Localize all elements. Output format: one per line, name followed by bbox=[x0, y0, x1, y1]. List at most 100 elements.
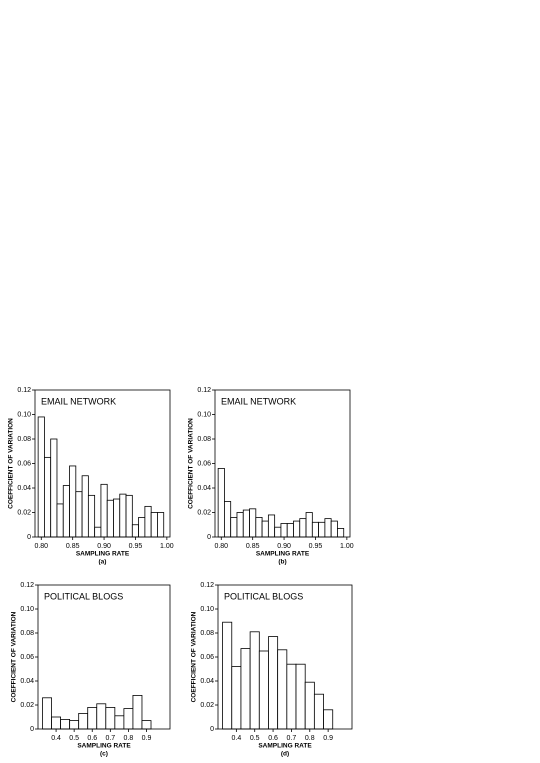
y-tick-label: 0.02 bbox=[20, 702, 34, 709]
bar bbox=[249, 508, 257, 538]
x-tick-label: 0.80 bbox=[214, 543, 228, 550]
bar bbox=[224, 501, 232, 538]
y-tick-label: 0.12 bbox=[17, 387, 31, 394]
x-tick-label: 0.9 bbox=[142, 735, 152, 742]
y-tick-label: 0.04 bbox=[17, 485, 31, 492]
bar bbox=[304, 681, 315, 730]
x-tick-label: 0.85 bbox=[246, 543, 260, 550]
y-tick-label: 0.10 bbox=[197, 411, 211, 418]
y-tick-label: 0.08 bbox=[20, 630, 34, 637]
y-tick-label: 0.12 bbox=[20, 582, 34, 589]
bar bbox=[268, 636, 279, 730]
y-axis-label: COEFFICIENT OF VARIATION bbox=[11, 611, 18, 702]
y-tick-label: 0.04 bbox=[20, 678, 34, 685]
bar bbox=[125, 494, 133, 538]
x-tick-label: 0.5 bbox=[69, 735, 79, 742]
bar bbox=[69, 720, 80, 730]
bar bbox=[274, 526, 282, 538]
bar bbox=[311, 521, 320, 538]
bar bbox=[131, 524, 140, 538]
bar bbox=[249, 631, 260, 730]
caption: (a) bbox=[99, 559, 107, 566]
bar bbox=[318, 521, 326, 538]
x-tick-label: 0.6 bbox=[87, 735, 97, 742]
bar bbox=[280, 523, 288, 538]
y-tick-label: 0.12 bbox=[200, 582, 214, 589]
x-tick-label: 0.4 bbox=[51, 735, 61, 742]
bar bbox=[313, 693, 324, 730]
bar bbox=[56, 503, 64, 538]
bar bbox=[150, 512, 158, 538]
bar bbox=[299, 518, 307, 538]
bar bbox=[94, 526, 102, 538]
bar bbox=[60, 719, 71, 730]
x-tick-label: 1.00 bbox=[340, 543, 354, 550]
x-tick-label: 0.9 bbox=[323, 735, 333, 742]
bar bbox=[87, 707, 98, 730]
bar bbox=[286, 523, 294, 538]
y-axis-label: COEFFICIENT OF VARIATION bbox=[191, 611, 198, 702]
bar bbox=[106, 499, 114, 538]
x-tick-label: 0.8 bbox=[305, 735, 315, 742]
bar bbox=[81, 475, 89, 538]
y-tick-label: 0.10 bbox=[200, 606, 214, 613]
bar bbox=[242, 509, 250, 538]
y-tick-label: 0.04 bbox=[200, 678, 214, 685]
bar bbox=[132, 695, 143, 730]
y-tick-label: 0.12 bbox=[197, 387, 211, 394]
bar bbox=[240, 648, 251, 730]
y-tick-label: 0.02 bbox=[197, 509, 211, 516]
bar bbox=[222, 621, 233, 730]
bar bbox=[323, 709, 334, 730]
x-tick-label: 0.80 bbox=[34, 543, 48, 550]
bar bbox=[113, 498, 121, 538]
x-tick-label: 0.7 bbox=[105, 735, 115, 742]
y-axis-label: COEFFICIENT OF VARIATION bbox=[188, 418, 195, 509]
bar bbox=[330, 520, 338, 538]
bar bbox=[44, 456, 52, 538]
y-tick-label: 0.10 bbox=[20, 606, 34, 613]
y-tick-label: 0.08 bbox=[17, 436, 31, 443]
y-tick-label: 0.08 bbox=[197, 436, 211, 443]
caption: (c) bbox=[100, 751, 108, 758]
y-tick-label: 0.08 bbox=[200, 630, 214, 637]
y-tick-label: 0 bbox=[30, 726, 34, 733]
bar bbox=[324, 518, 332, 538]
y-tick-label: 0.10 bbox=[17, 411, 31, 418]
bar bbox=[37, 416, 45, 538]
bar bbox=[295, 663, 306, 730]
chart-title: POLITICAL BLOGS bbox=[44, 591, 123, 601]
x-tick-label: 0.90 bbox=[277, 543, 291, 550]
y-tick-label: 0.02 bbox=[17, 509, 31, 516]
x-tick-label: 0.8 bbox=[124, 735, 134, 742]
bar bbox=[50, 438, 58, 538]
bar bbox=[277, 649, 288, 730]
bar bbox=[105, 707, 116, 730]
x-tick-label: 1.00 bbox=[160, 543, 174, 550]
chart-title: POLITICAL BLOGS bbox=[224, 591, 303, 601]
y-tick-label: 0 bbox=[207, 534, 211, 541]
y-axis-label: COEFFICIENT OF VARIATION bbox=[8, 418, 15, 509]
y-tick-label: 0.02 bbox=[200, 702, 214, 709]
x-axis-label: SAMPLING RATE bbox=[256, 551, 310, 558]
bar bbox=[114, 715, 125, 730]
x-tick-label: 0.90 bbox=[97, 543, 111, 550]
y-tick-label: 0.06 bbox=[20, 654, 34, 661]
bar bbox=[69, 465, 77, 538]
plot-frame bbox=[214, 389, 351, 538]
bar bbox=[51, 716, 62, 730]
chart-title: EMAIL NETWORK bbox=[41, 396, 116, 406]
bar bbox=[144, 505, 152, 538]
bar bbox=[230, 517, 238, 538]
bar bbox=[286, 663, 297, 730]
x-tick-label: 0.95 bbox=[129, 543, 143, 550]
x-axis-label: SAMPLING RATE bbox=[258, 743, 312, 750]
x-tick-label: 0.5 bbox=[250, 735, 260, 742]
y-tick-label: 0.06 bbox=[17, 460, 31, 467]
chart-title: EMAIL NETWORK bbox=[221, 396, 296, 406]
bar bbox=[96, 703, 107, 730]
caption: (b) bbox=[278, 559, 286, 566]
bar bbox=[123, 708, 134, 730]
x-tick-label: 0.7 bbox=[287, 735, 297, 742]
